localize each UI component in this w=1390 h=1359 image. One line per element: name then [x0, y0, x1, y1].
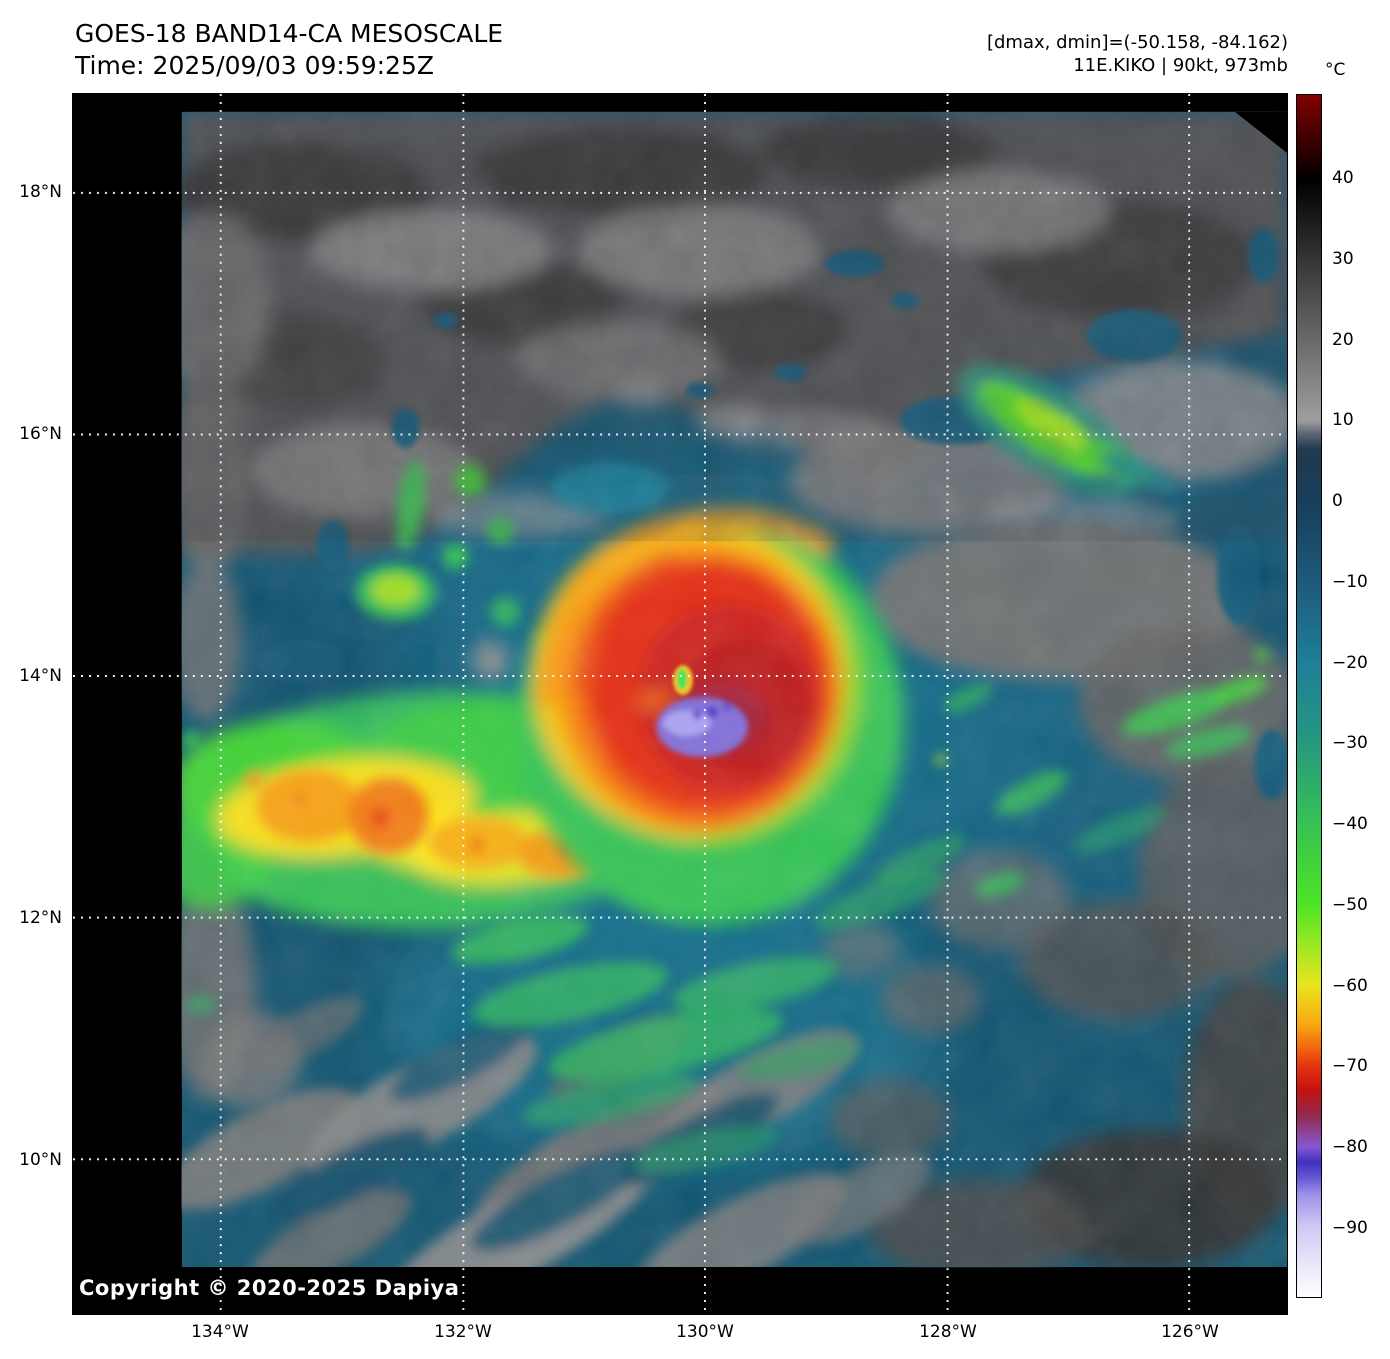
- storm-info-annotation: 11E.KIKO | 90kt, 973mb: [1073, 55, 1288, 76]
- colorbar-tick-label: −10: [1332, 571, 1368, 592]
- colorbar-tick-label: 10: [1332, 410, 1354, 431]
- colorbar-tick-label: −40: [1332, 814, 1368, 834]
- colorbar-tick-label: −80: [1332, 1137, 1368, 1157]
- colorbar-tick-label: −30: [1332, 733, 1368, 754]
- y-axis-label: 18°N: [19, 182, 62, 202]
- y-axis-label: 14°N: [19, 666, 62, 686]
- x-axis-label: 132°W: [434, 1322, 492, 1342]
- colorbar-tick-label: 40: [1332, 168, 1354, 188]
- x-axis-label: 126°W: [1161, 1322, 1219, 1342]
- swath-corner-cut: [1235, 111, 1287, 153]
- y-axis-label: 10°N: [19, 1150, 62, 1170]
- lat-lon-gridlines: [73, 94, 1287, 1314]
- y-axis-label: 16°N: [19, 424, 62, 444]
- colorbar-tick-label: −20: [1332, 652, 1368, 673]
- colorbar-unit-label: °C: [1325, 60, 1346, 80]
- copyright-watermark: Copyright © 2020-2025 Dapiya: [79, 1276, 460, 1300]
- plot-timestamp: Time: 2025/09/03 09:59:25Z: [75, 51, 434, 80]
- colorbar: [1296, 94, 1322, 1298]
- x-axis-label: 130°W: [676, 1322, 734, 1342]
- colorbar-tick-label: −50: [1332, 894, 1368, 915]
- cloud-texture-overlay: [181, 111, 1287, 542]
- colorbar-tick-label: −70: [1332, 1056, 1368, 1077]
- annotation-block: [dmax, dmin]=(-50.158, -84.162) 11E.KIKO…: [987, 31, 1288, 77]
- dmax-dmin-annotation: [dmax, dmin]=(-50.158, -84.162): [986, 32, 1288, 53]
- y-axis-label: 12°N: [19, 908, 62, 928]
- colorbar-tick-label: −60: [1332, 975, 1368, 996]
- x-axis-label: 134°W: [191, 1322, 249, 1342]
- plot-title: GOES-18 BAND14-CA MESOSCALE: [75, 19, 504, 48]
- colorbar-tick-label: 20: [1332, 329, 1354, 350]
- colorbar-tick-label: 0: [1332, 491, 1343, 511]
- colorbar-tick-label: 30: [1332, 248, 1354, 269]
- x-axis-label: 128°W: [919, 1322, 977, 1342]
- satellite-image: [73, 94, 1287, 1314]
- map-plot: Copyright © 2020-2025 Dapiya: [72, 93, 1288, 1315]
- title-block: GOES-18 BAND14-CA MESOSCALE Time: 2025/0…: [75, 18, 503, 82]
- colorbar-tick-label: −90: [1332, 1217, 1368, 1238]
